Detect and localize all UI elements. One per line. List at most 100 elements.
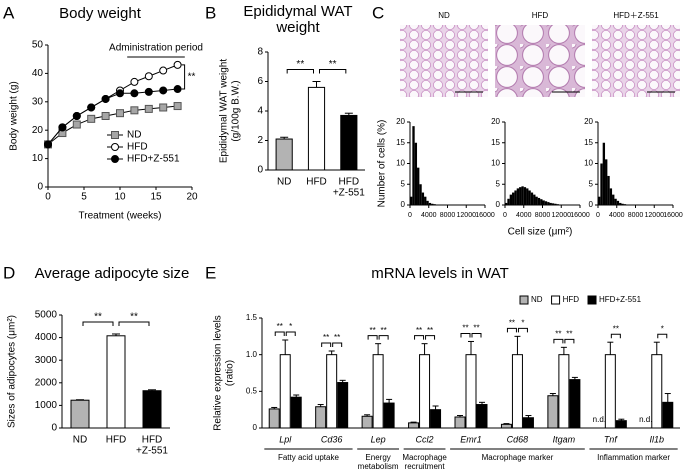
significance-bracket	[553, 338, 564, 344]
x-tick-label: 12000	[457, 212, 477, 219]
x-tick-label: Tnf	[604, 434, 619, 444]
legend-label: ND	[127, 130, 141, 141]
micrograph	[495, 25, 585, 97]
marker	[130, 89, 139, 98]
y-tick-label: 20	[584, 117, 593, 126]
bar	[337, 382, 349, 429]
y-tick-label: 0	[51, 423, 57, 434]
group-label: Macrophage	[402, 453, 447, 462]
chart-title: Epididymal WAT	[243, 3, 352, 20]
bar	[511, 354, 523, 429]
image-label: HFD＋Z-551	[613, 11, 659, 20]
y-tick-label: 40	[32, 68, 44, 79]
bar	[279, 354, 291, 429]
bar	[70, 399, 90, 429]
significance-label: *	[521, 318, 524, 327]
x-tick-label: HFD	[106, 435, 127, 446]
marker	[144, 104, 153, 113]
y-axis-label: Number of cells (%)	[377, 120, 388, 208]
significance-label: **	[509, 318, 515, 327]
x-tick-label: Cd36	[321, 434, 343, 444]
significance-label: **	[334, 333, 340, 342]
histogram-bar	[609, 188, 613, 205]
y-tick-label: 10	[396, 159, 405, 168]
significance-label: *	[661, 324, 664, 333]
histogram-bar	[410, 196, 413, 205]
marker	[87, 114, 96, 123]
x-axis-label: Cell size (μm²)	[508, 227, 573, 238]
y-tick-label: 8	[257, 47, 263, 58]
significance-bracket	[274, 331, 285, 336]
bar	[651, 354, 663, 429]
bar	[419, 354, 431, 429]
y-tick-label: 5	[589, 179, 594, 188]
histogram-bar	[542, 200, 545, 205]
group-label: Macrophage marker	[482, 453, 554, 462]
x-tick-label: 16000	[663, 212, 683, 219]
significance-bracket	[332, 342, 343, 347]
image-label: ND	[438, 11, 450, 20]
legend-marker	[111, 131, 119, 139]
significance-bracket	[460, 332, 471, 338]
y-tick-label: 5	[401, 179, 406, 188]
significance-label: **	[369, 326, 375, 335]
y-tick-label: 15	[491, 138, 500, 147]
y-axis-label: Epididymal WAT weight	[219, 59, 230, 164]
histogram-bar	[505, 202, 508, 205]
marker	[130, 77, 139, 86]
x-axis-label: Treatment (weeks)	[79, 211, 162, 222]
histogram-bar	[600, 163, 603, 205]
x-tick-label: 10	[114, 192, 126, 203]
panel-letter: B	[205, 3, 216, 22]
histogram-bar	[549, 202, 552, 205]
x-tick-label: 0	[408, 212, 412, 219]
panel-letter: A	[3, 3, 15, 22]
legend-swatch	[551, 295, 561, 305]
x-tick-label: HFD	[306, 177, 327, 188]
group-label: recruitment	[405, 462, 446, 471]
micrograph	[592, 25, 680, 97]
y-tick-label: 15	[396, 138, 405, 147]
x-tick-label: 16000	[570, 212, 590, 219]
significance-bracket	[82, 321, 114, 326]
marker	[159, 66, 168, 75]
marker	[130, 106, 139, 115]
histogram-bar	[530, 192, 534, 205]
x-tick-label: 4000	[421, 212, 437, 219]
y-tick-label: 4	[257, 106, 263, 117]
histogram-bar	[516, 188, 520, 205]
value-label: n.d.	[639, 415, 652, 424]
significance-label: *	[289, 322, 292, 331]
bar	[361, 415, 373, 429]
histogram-bar	[526, 188, 529, 205]
y-tick-label: 6	[257, 76, 263, 87]
bar	[372, 354, 384, 429]
legend-label: HFD	[563, 295, 580, 304]
marker	[159, 103, 168, 112]
x-tick-label: Itgam	[553, 434, 576, 444]
y-tick-label: 20	[396, 117, 405, 126]
histogram-bar	[421, 192, 425, 205]
x-tick-label: 20	[186, 192, 198, 203]
significance-label: **	[323, 333, 329, 342]
y-tick-label: 4000	[35, 332, 58, 343]
x-tick-label: 0	[45, 192, 51, 203]
x-tick-label: 8000	[535, 212, 551, 219]
histogram-bar	[614, 198, 617, 205]
significance-label: **	[380, 326, 386, 335]
y-tick-label: 3000	[35, 355, 58, 366]
significance-label: **	[427, 326, 433, 335]
histogram-bar	[623, 204, 627, 205]
x-tick-label: 5	[81, 192, 87, 203]
histogram-bar	[619, 202, 622, 205]
bar	[604, 354, 616, 429]
group-label: metabolism	[358, 462, 399, 471]
x-tick-label: HFD	[142, 435, 163, 446]
x-tick-label: Il1b	[650, 434, 665, 444]
bar	[500, 423, 512, 429]
panel-letter: E	[205, 263, 216, 282]
significance-label: **	[329, 59, 337, 70]
bar	[465, 354, 477, 429]
y-tick-label: 20	[32, 125, 44, 136]
marker	[173, 85, 182, 94]
